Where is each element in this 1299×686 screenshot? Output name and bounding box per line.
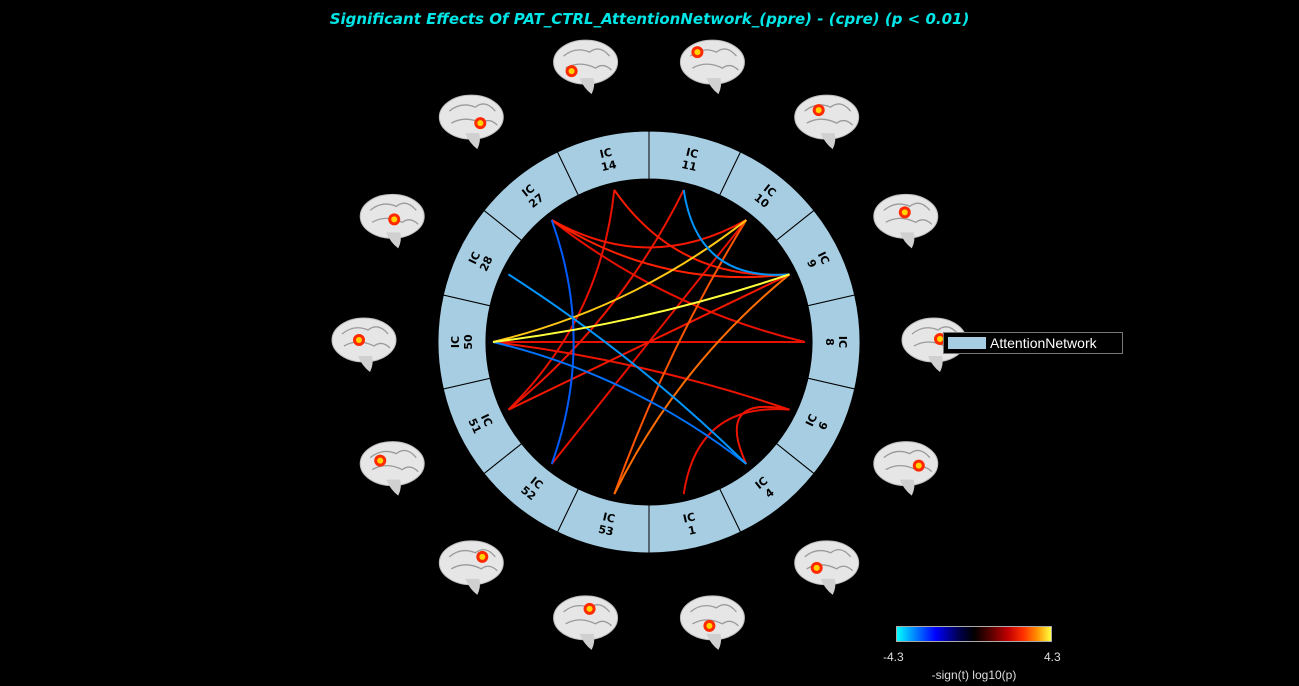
network-ring <box>437 130 861 554</box>
node-label-ic-50: IC 50 <box>449 334 475 350</box>
brain-thumbnail-ic-52 <box>438 540 504 595</box>
connection-ic50-ic9 <box>492 273 790 343</box>
connection-ic28-ic4 <box>507 273 747 465</box>
svg-text:1: 1 <box>687 523 697 537</box>
brain-thumbnails <box>331 39 967 650</box>
brain-thumbnail-ic-53 <box>553 595 619 650</box>
network-legend: AttentionNetwork <box>943 332 1123 354</box>
connection-ic1-ic6 <box>682 408 790 495</box>
svg-text:53: 53 <box>597 523 615 539</box>
connection-ic11-ic9 <box>682 189 790 276</box>
connection-ic27-ic52 <box>550 219 575 465</box>
brain-thumbnail-ic-28 <box>359 193 425 249</box>
brain-thumbnail-ic-4 <box>794 540 860 595</box>
node-label-ic-1: IC1 <box>682 510 697 538</box>
brain-thumbnail-ic-27 <box>438 94 504 150</box>
connection-ic11-ic51 <box>507 189 685 411</box>
svg-text:IC: IC <box>599 146 614 161</box>
legend-swatch <box>948 337 986 349</box>
connection-ic27-ic8 <box>551 219 806 343</box>
brain-thumbnail-ic-9 <box>873 193 939 249</box>
connection-ic27-ic9 <box>551 219 790 279</box>
legend-label: AttentionNetwork <box>990 335 1097 351</box>
svg-text:IC: IC <box>836 336 849 348</box>
colorbar-min: -4.3 <box>883 650 904 664</box>
svg-text:IC: IC <box>449 336 462 348</box>
svg-text:IC: IC <box>803 412 820 429</box>
svg-text:IC: IC <box>682 510 697 525</box>
colorbar <box>896 626 1052 642</box>
svg-text:8: 8 <box>823 338 836 346</box>
svg-text:51: 51 <box>465 416 483 435</box>
connection-links <box>492 189 806 495</box>
connection-ic4-ic6 <box>735 405 790 465</box>
colorbar-label: -sign(t) log10(p) <box>931 668 1017 682</box>
connection-ic27-ic10 <box>551 219 747 249</box>
svg-text:11: 11 <box>680 158 698 174</box>
brain-thumbnail-ic-50 <box>331 317 397 372</box>
brain-thumbnail-ic-14 <box>553 39 619 95</box>
svg-text:28: 28 <box>477 254 495 273</box>
connection-ic53-ic10 <box>613 219 748 495</box>
svg-text:14: 14 <box>600 158 618 174</box>
colorbar-max: 4.3 <box>1044 650 1061 664</box>
brain-thumbnail-ic-1 <box>679 595 745 650</box>
figure-title: Significant Effects Of PAT_CTRL_Attentio… <box>329 10 970 28</box>
svg-text:IC: IC <box>466 250 483 267</box>
svg-text:IC: IC <box>685 146 700 161</box>
connection-ic50-ic4 <box>492 341 747 465</box>
node-label-ic-8: IC8 <box>823 336 849 348</box>
connection-ic51-ic9 <box>508 273 790 411</box>
svg-text:IC: IC <box>815 250 832 267</box>
svg-text:IC: IC <box>478 412 495 429</box>
connection-ic53-ic9 <box>613 273 791 495</box>
connection-ic14-ic51 <box>507 189 616 411</box>
brain-thumbnail-ic-6 <box>873 441 939 496</box>
brain-thumbnail-ic-51 <box>359 441 425 496</box>
connection-ic50-ic6 <box>492 341 790 411</box>
ring-segment-ic-14 <box>556 130 650 196</box>
connection-ic50-ic10 <box>492 219 747 343</box>
brain-thumbnail-ic-11 <box>679 39 745 95</box>
svg-text:IC: IC <box>601 510 616 525</box>
svg-text:50: 50 <box>462 334 475 350</box>
brain-thumbnail-ic-10 <box>794 94 860 150</box>
